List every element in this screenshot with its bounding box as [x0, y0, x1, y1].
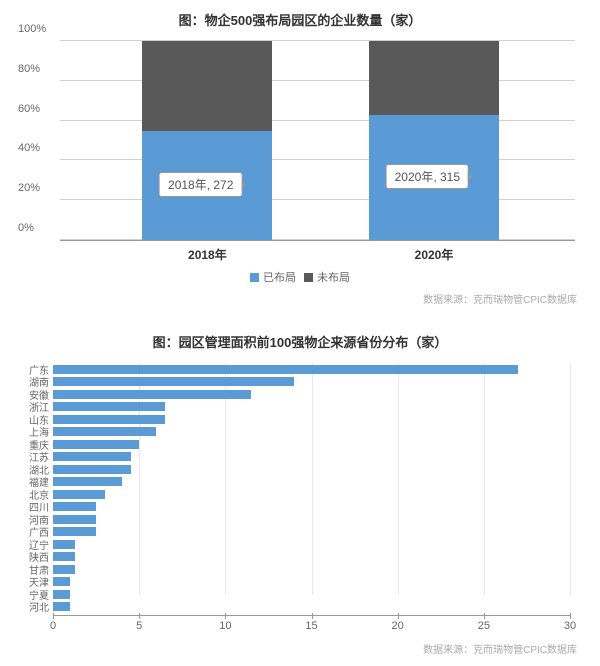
- chart1-xlabel: 2020年: [369, 246, 499, 263]
- chart1-container: 图：物企500强布局园区的企业数量（家） 0%20%40%60%80%100%2…: [0, 0, 600, 316]
- chart2-xtick: [225, 613, 226, 619]
- chart1-ylabel: 100%: [18, 23, 46, 35]
- chart2-ylabel: 河北: [17, 599, 49, 614]
- chart2-xtick: [398, 613, 399, 619]
- chart2-bar: [53, 465, 131, 474]
- chart1-bar: 2020年, 3152020年: [369, 41, 499, 240]
- chart2-bar: [53, 365, 518, 374]
- chart2-container: 图：园区管理面积前100强物企来源省份分布（家） 广东湖南安徽浙江山东上海重庆江…: [0, 322, 600, 666]
- chart1-source: 数据来源：克而瑞物管CPIC数据库: [15, 291, 585, 306]
- chart2-bar: [53, 477, 122, 486]
- chart2-bar: [53, 402, 165, 411]
- chart2-row: 天津: [53, 576, 570, 589]
- chart2-source: 数据来源：克而瑞物管CPIC数据库: [15, 641, 585, 656]
- chart2-bar: [53, 440, 139, 449]
- chart2-row: 浙江: [53, 401, 570, 414]
- chart2-xlabel: 0: [50, 620, 56, 632]
- chart2-bar: [53, 565, 75, 574]
- chart1-plot: 0%20%40%60%80%100%2018年, 2722018年2020年, …: [60, 41, 575, 241]
- chart2-row: 湖北: [53, 463, 570, 476]
- legend-label: 已布局: [263, 269, 296, 285]
- chart2-row: 湖南: [53, 376, 570, 389]
- chart2-gridline: [570, 363, 571, 595]
- chart2-row: 河北: [53, 601, 570, 614]
- legend-swatch: [250, 273, 259, 282]
- chart2-xtick: [312, 613, 313, 619]
- chart1-bar: 2018年, 2722018年: [142, 41, 272, 240]
- chart2-bar: [53, 540, 75, 549]
- chart2-rows: 广东湖南安徽浙江山东上海重庆江苏湖北福建北京四川河南广西辽宁陕西甘肃天津宁夏河北: [53, 363, 570, 613]
- chart2-row: 宁夏: [53, 588, 570, 601]
- chart2-bar: [53, 490, 105, 499]
- chart2-xaxis: 051015202530: [53, 615, 570, 635]
- chart2-xtick: [53, 613, 54, 619]
- chart2-xlabel: 20: [392, 620, 404, 632]
- chart2-xtick: [570, 613, 571, 619]
- legend-item: 已布局: [250, 269, 296, 285]
- chart1-ylabel: 0%: [18, 222, 34, 234]
- legend-label: 未布局: [317, 269, 350, 285]
- chart2-bar: [53, 377, 294, 386]
- chart2-row: 江苏: [53, 451, 570, 464]
- chart2-bar: [53, 527, 96, 536]
- chart2-xtick: [139, 613, 140, 619]
- chart2-xlabel: 25: [478, 620, 490, 632]
- chart1-legend: 已布局 未布局: [15, 269, 585, 285]
- chart2-row: 北京: [53, 488, 570, 501]
- chart2-row: 安徽: [53, 388, 570, 401]
- chart1-callout: 2018年, 272: [159, 172, 242, 197]
- chart2-xlabel: 5: [136, 620, 142, 632]
- chart2-row: 辽宁: [53, 538, 570, 551]
- chart2-bar: [53, 390, 251, 399]
- chart2-plot: 广东湖南安徽浙江山东上海重庆江苏湖北福建北京四川河南广西辽宁陕西甘肃天津宁夏河北…: [53, 363, 570, 635]
- chart2-bar: [53, 602, 70, 611]
- chart2-xlabel: 30: [564, 620, 576, 632]
- chart2-bar: [53, 590, 70, 599]
- chart2-title: 图：园区管理面积前100强物企来源省份分布（家）: [15, 332, 585, 351]
- chart1-callout: 2020年, 315: [386, 164, 469, 189]
- chart1-title: 图：物企500强布局园区的企业数量（家）: [15, 10, 585, 29]
- chart1-ylabel: 40%: [18, 142, 40, 154]
- chart2-row: 广东: [53, 363, 570, 376]
- chart2-row: 四川: [53, 501, 570, 514]
- chart2-xtick: [484, 613, 485, 619]
- legend-item: 未布局: [304, 269, 350, 285]
- chart1-ylabel: 60%: [18, 103, 40, 115]
- chart1-segment-undeployed: [142, 41, 272, 131]
- chart2-bar: [53, 452, 131, 461]
- chart2-bar: [53, 577, 70, 586]
- chart2-row: 上海: [53, 426, 570, 439]
- chart2-row: 陕西: [53, 551, 570, 564]
- chart2-bar: [53, 502, 96, 511]
- chart1-ylabel: 80%: [18, 63, 40, 75]
- chart2-row: 重庆: [53, 438, 570, 451]
- chart1-segment-undeployed: [369, 41, 499, 115]
- legend-swatch: [304, 273, 313, 282]
- chart2-row: 河南: [53, 513, 570, 526]
- chart2-row: 山东: [53, 413, 570, 426]
- chart2-bar: [53, 515, 96, 524]
- chart2-bar: [53, 552, 75, 561]
- chart2-bar: [53, 427, 156, 436]
- chart2-bar: [53, 415, 165, 424]
- chart2-row: 福建: [53, 476, 570, 489]
- chart2-xlabel: 15: [305, 620, 317, 632]
- chart2-row: 广西: [53, 526, 570, 539]
- chart1-ylabel: 20%: [18, 182, 40, 194]
- chart1-xlabel: 2018年: [142, 246, 272, 263]
- chart2-row: 甘肃: [53, 563, 570, 576]
- chart2-xlabel: 10: [219, 620, 231, 632]
